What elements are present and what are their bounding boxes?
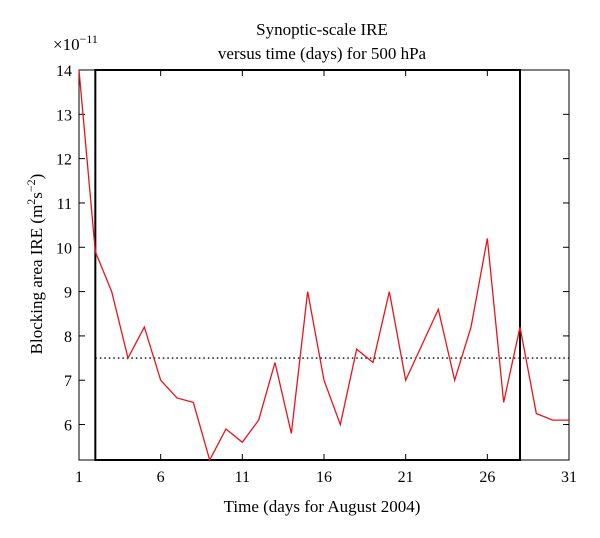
x-tick-label: 1 xyxy=(75,469,83,486)
y-label-end: ) xyxy=(27,174,46,180)
x-axis-label: Time (days for August 2004) xyxy=(224,497,421,516)
y-axis-label: Blocking area IRE (m2s−2) xyxy=(24,174,46,355)
x-axis: 1 6 11 16 21 26 31 xyxy=(75,70,577,486)
y-axis: 6 7 8 9 10 11 12 13 14 xyxy=(56,63,569,435)
x-tick-label: 21 xyxy=(398,469,414,486)
y-label-sup2: −2 xyxy=(24,179,38,192)
y-multiplier: ×10−11 xyxy=(53,32,98,54)
y-tick-label: 12 xyxy=(56,152,72,169)
y-tick-label: 14 xyxy=(56,63,72,80)
y-label-sup1: 2 xyxy=(24,199,38,205)
y-multiplier-exp: −11 xyxy=(80,32,98,46)
y-tick-label: 11 xyxy=(57,196,72,213)
y-label-main: Blocking area IRE (m xyxy=(27,205,46,355)
y-tick-label: 8 xyxy=(64,329,72,346)
chart-title-line2: versus time (days) for 500 hPa xyxy=(218,44,427,63)
x-tick-label: 11 xyxy=(235,469,250,486)
y-tick-label: 9 xyxy=(64,285,72,302)
blocking-box xyxy=(94,69,521,461)
series-layer xyxy=(78,69,569,462)
x-tick-label: 31 xyxy=(561,469,577,486)
y-tick-label: 10 xyxy=(56,240,72,257)
x-tick-label: 16 xyxy=(316,469,332,486)
plot-area xyxy=(78,69,570,461)
chart-title-line1: Synoptic-scale IRE xyxy=(256,20,388,39)
series-line xyxy=(78,69,569,462)
y-tick-label: 6 xyxy=(64,418,72,435)
blocking-box-layer xyxy=(94,69,521,461)
y-label-mid: s xyxy=(27,192,46,199)
plot-frame xyxy=(78,69,570,461)
y-tick-label: 7 xyxy=(64,373,72,390)
y-tick-label: 13 xyxy=(56,107,72,124)
x-tick-label: 6 xyxy=(157,469,165,486)
x-tick-label: 26 xyxy=(479,469,495,486)
y-multiplier-base: ×10 xyxy=(53,35,80,54)
